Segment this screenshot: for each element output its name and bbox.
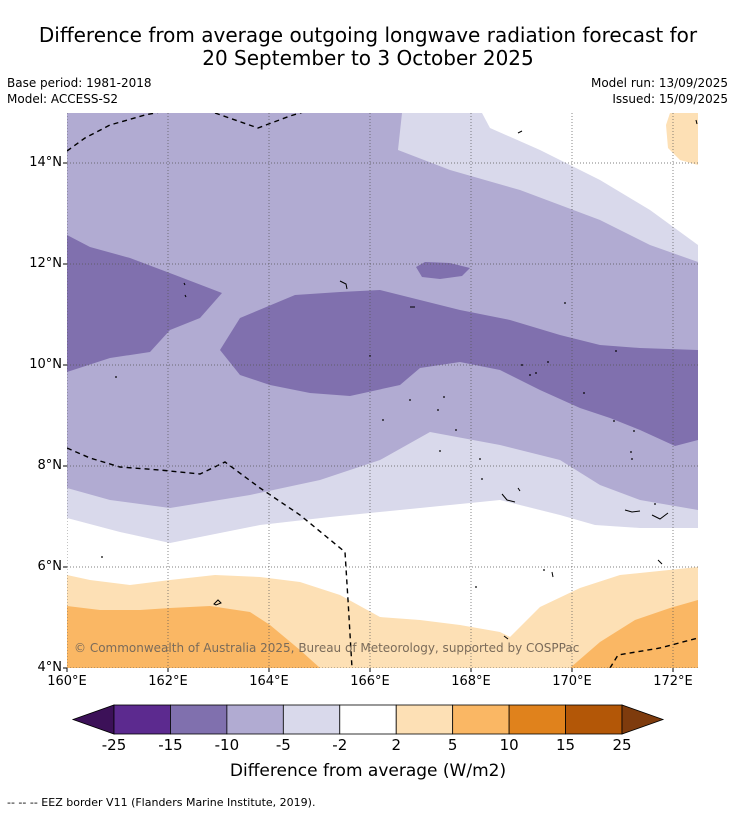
- eez-border-southeast: [609, 637, 698, 668]
- eez-border-north: [67, 113, 303, 152]
- copyright-notice: © Commonwealth of Australia 2025, Bureau…: [74, 641, 580, 655]
- map-title-line2: 20 September to 3 October 2025: [202, 46, 534, 70]
- model-run: Model run: 13/09/2025: [590, 76, 728, 90]
- colorbar: [71, 704, 665, 735]
- atoll: [115, 376, 117, 378]
- map-title-line1: Difference from average outgoing longwav…: [38, 23, 698, 47]
- atoll-dots: [101, 302, 656, 588]
- atoll: [409, 399, 411, 401]
- y-tick-label: 4°N: [37, 660, 63, 675]
- colorbar-segment: [113, 704, 171, 735]
- eez-border-central: [67, 447, 353, 668]
- island: [501, 493, 516, 503]
- island: [213, 599, 222, 606]
- colorbar-tick-label: 10: [499, 736, 519, 754]
- atoll: [475, 586, 477, 588]
- atoll: [521, 364, 523, 366]
- colorbar-low-extension: [71, 704, 115, 735]
- atoll: [535, 372, 537, 374]
- atoll: [583, 392, 585, 394]
- island: [503, 635, 509, 640]
- island: [183, 282, 187, 298]
- atoll: [543, 569, 545, 571]
- anomaly-region-dark-purple-central: [220, 290, 698, 446]
- island: [657, 559, 663, 565]
- atoll: [654, 503, 656, 505]
- colorbar-tick-label: -25: [101, 736, 127, 754]
- meta-right: Model run: 13/09/2025 Issued: 15/09/2025: [591, 75, 728, 107]
- colorbar-tick-label: -15: [158, 736, 183, 754]
- atoll: [613, 420, 615, 422]
- atoll: [630, 451, 632, 453]
- y-tick-label: 8°N: [37, 458, 63, 473]
- islands: [183, 119, 698, 640]
- atoll: [615, 350, 617, 352]
- atoll: [529, 374, 531, 376]
- y-tick-label: 10°N: [29, 357, 62, 372]
- anomaly-region-light-orange-ne: [666, 113, 698, 165]
- atoll: [547, 361, 549, 363]
- colorbar-segment: [282, 704, 341, 735]
- island: [624, 509, 641, 513]
- atoll: [382, 419, 384, 421]
- atoll: [479, 458, 481, 460]
- atoll: [564, 302, 566, 304]
- map-plot-area: [67, 113, 698, 668]
- atoll: [455, 429, 457, 431]
- meta-left: Base period: 1981-2018 Model: ACCESS-S2: [7, 75, 152, 107]
- atoll: [439, 450, 441, 452]
- colorbar-tick-label: 5: [447, 736, 458, 754]
- colorbar-segment: [565, 704, 623, 735]
- colorbar-segment: [508, 704, 566, 735]
- graticule: [67, 113, 698, 668]
- x-tick-label: 168°E: [451, 674, 491, 689]
- issued-date: Issued: 15/09/2025: [612, 92, 728, 106]
- y-tick-label: 12°N: [29, 256, 62, 271]
- model-name: Model: ACCESS-S2: [7, 92, 119, 106]
- anomaly-region-dark-purple-west: [67, 235, 222, 372]
- eez-footnote: -- -- -- EEZ border V11 (Flanders Marine…: [7, 796, 316, 809]
- atoll: [631, 458, 633, 460]
- island: [517, 130, 523, 134]
- x-tick-label: 162°E: [148, 674, 188, 689]
- colorbar-tick-label: 25: [612, 736, 632, 754]
- island: [517, 487, 521, 492]
- colorbar-tick-label: -5: [275, 736, 291, 754]
- island: [695, 119, 698, 125]
- x-tick-label: 166°E: [350, 674, 390, 689]
- atoll: [437, 409, 439, 411]
- axis-ticks: [63, 162, 674, 672]
- colorbar-high-extension: [621, 704, 665, 735]
- x-tick-label: 172°E: [653, 674, 693, 689]
- colorbar-segment: [226, 704, 284, 735]
- atoll: [443, 396, 445, 398]
- atoll: [633, 430, 635, 432]
- island: [551, 571, 554, 578]
- atoll: [481, 478, 483, 480]
- x-tick-label: 170°E: [552, 674, 592, 689]
- colorbar-segment: [395, 704, 454, 735]
- x-tick-label: 164°E: [249, 674, 289, 689]
- y-tick-label: 6°N: [37, 559, 63, 574]
- colorbar-segment: [452, 704, 510, 735]
- colorbar-tick-label: -2: [332, 736, 348, 754]
- anomaly-region-orange-west: [67, 606, 320, 668]
- colorbar-tick-label: -10: [214, 736, 240, 754]
- island: [339, 280, 348, 290]
- colorbar-segment: [170, 704, 228, 735]
- atoll: [101, 556, 103, 558]
- eez-borders: [67, 113, 698, 668]
- colorbar-title: Difference from average (W/m2): [229, 761, 507, 781]
- anomaly-region-dark-purple-small: [416, 262, 470, 279]
- colorbar-segment: [339, 704, 397, 735]
- x-tick-label: 160°E: [47, 674, 87, 689]
- colorbar-tick-label: 2: [391, 736, 401, 754]
- y-tick-label: 14°N: [29, 155, 62, 170]
- base-period: Base period: 1981-2018: [7, 76, 152, 90]
- anomaly-region-orange-east: [570, 600, 698, 668]
- colorbar-tick-label: 15: [556, 736, 576, 754]
- island: [651, 512, 669, 520]
